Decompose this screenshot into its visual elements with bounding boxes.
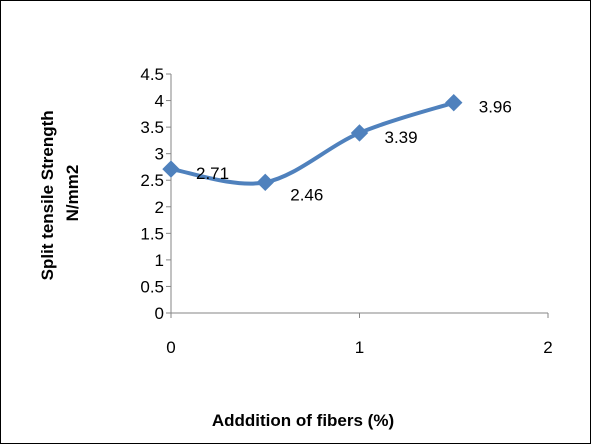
labels-layer: 2.71 2.46 3.39 3.96: [196, 98, 512, 205]
y-tick-label: 3: [155, 145, 164, 164]
x-tick-label: 2: [543, 338, 552, 357]
x-tick-label: 1: [355, 338, 364, 357]
y-tick-label: 0.5: [140, 277, 164, 296]
axes: 0 0.5 1 1.5 2 2.5 3 3.5 4 4.5 0 1 2: [140, 65, 552, 357]
data-label: 3.39: [385, 128, 418, 147]
series-line: [169, 100, 456, 186]
y-tick-label: 3.5: [140, 118, 164, 137]
x-tick-label: 0: [166, 338, 175, 357]
y-tick-label: 4.5: [140, 65, 164, 84]
data-point-marker: [162, 160, 180, 178]
series-layer: [162, 93, 463, 192]
y-tick-label: 2.5: [140, 171, 164, 190]
data-point-marker: [445, 93, 463, 112]
y-tick-label: 1.5: [140, 224, 164, 243]
y-axis-title: Split tensile Strength N/mm2: [38, 106, 82, 281]
data-label: 2.71: [196, 164, 229, 183]
y-tick-label: 4: [155, 92, 164, 111]
y-tick-label: 1: [155, 251, 164, 270]
y-tick-label: 0: [155, 304, 164, 323]
y-axis-title-line-2: N/mm2: [63, 165, 82, 222]
data-point-marker: [350, 124, 369, 142]
data-label: 2.46: [290, 185, 323, 204]
y-tick-label: 2: [155, 198, 164, 217]
x-axis-title: Adddition of fibers (%): [212, 411, 394, 430]
y-axis-title-line-1: Split tensile Strength: [38, 110, 57, 280]
data-point-marker: [256, 173, 274, 192]
data-label: 3.96: [479, 98, 512, 117]
